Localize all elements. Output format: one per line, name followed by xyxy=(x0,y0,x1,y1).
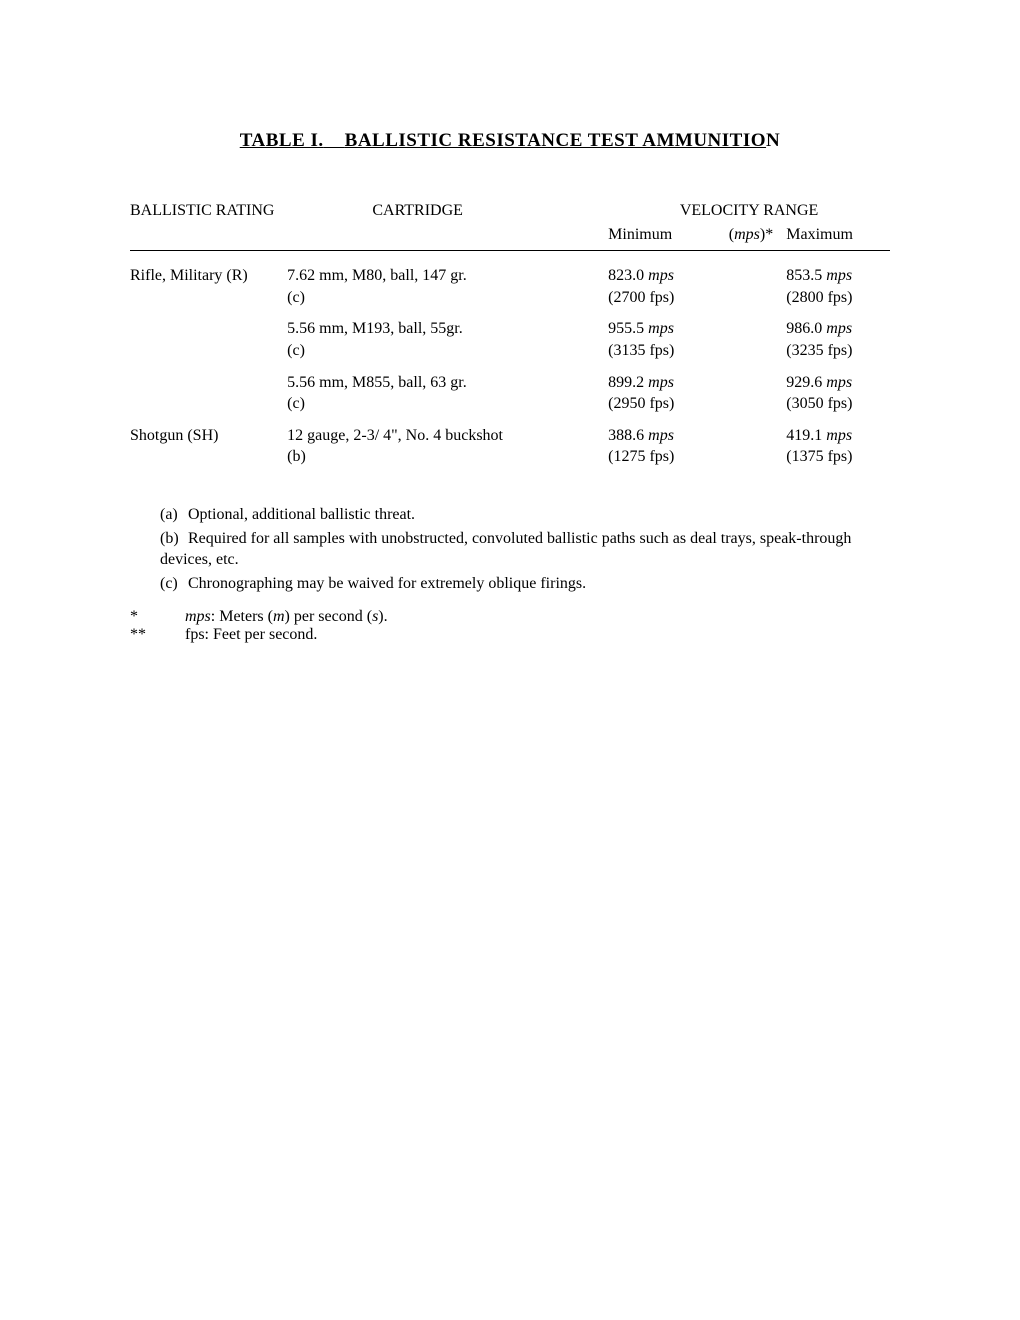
horizontal-rule xyxy=(130,250,890,251)
cell-rating: Shotgun (SH) xyxy=(130,425,287,447)
table-row: Shotgun (SH) 12 gauge, 2-3/ 4", No. 4 bu… xyxy=(130,425,890,447)
legend-text: mps: Meters (m) per second (s). xyxy=(185,608,388,626)
title-gap xyxy=(324,130,345,151)
cell-cartridge: 5.56 mm, M193, ball, 55gr. xyxy=(287,318,608,340)
cell-min: 955.5 mps xyxy=(608,318,716,340)
header-velocity: VELOCITY RANGE xyxy=(608,200,890,224)
title-trailing: N xyxy=(766,130,780,151)
cell-min-fps: (3135 fps) xyxy=(608,340,716,362)
cell-max-fps: (3235 fps) xyxy=(786,340,890,362)
cell-note: (c) xyxy=(287,393,608,415)
header-cartridge: CARTRIDGE xyxy=(287,200,608,224)
table-title: TABLE I. BALLISTIC RESISTANCE TEST AMMUN… xyxy=(130,130,890,152)
header-unit: (mps)* xyxy=(716,224,787,248)
cell-cartridge: 12 gauge, 2-3/ 4", No. 4 buckshot xyxy=(287,425,608,447)
cell-min-fps: (2700 fps) xyxy=(608,287,716,309)
table-row: (c) (2700 fps) (2800 fps) xyxy=(130,287,890,309)
cell-max-fps: (2800 fps) xyxy=(786,287,890,309)
table-row: (c) (3135 fps) (3235 fps) xyxy=(130,340,890,362)
cell-min: 823.0 mps xyxy=(608,265,716,287)
cell-max: 853.5 mps xyxy=(786,265,890,287)
rule-row xyxy=(130,247,890,265)
header-rating: BALLISTIC RATING xyxy=(130,200,287,224)
cell-note: (b) xyxy=(287,446,608,468)
header-max: Maximum xyxy=(786,224,890,248)
cell-min: 388.6 mps xyxy=(608,425,716,447)
footnote-c: (c)Chronographing may be waived for extr… xyxy=(130,573,890,595)
table-row: Rifle, Military (R) 7.62 mm, M80, ball, … xyxy=(130,265,890,287)
header-row-2: Minimum (mps)* Maximum xyxy=(130,224,890,248)
cell-max: 929.6 mps xyxy=(786,372,890,394)
cell-note: (c) xyxy=(287,340,608,362)
table-row: 5.56 mm, M855, ball, 63 gr. 899.2 mps 92… xyxy=(130,372,890,394)
legend-symbol: ** xyxy=(130,626,185,644)
cell-min-fps: (2950 fps) xyxy=(608,393,716,415)
cell-max-fps: (3050 fps) xyxy=(786,393,890,415)
cell-note: (c) xyxy=(287,287,608,309)
page: TABLE I. BALLISTIC RESISTANCE TEST AMMUN… xyxy=(0,0,1020,644)
cell-max-fps: (1375 fps) xyxy=(786,446,890,468)
cell-rating xyxy=(130,318,287,340)
legend-text: fps: Feet per second. xyxy=(185,626,317,644)
cell-rating: Rifle, Military (R) xyxy=(130,265,287,287)
cell-min-fps: (1275 fps) xyxy=(608,446,716,468)
table-row: (b) (1275 fps) (1375 fps) xyxy=(130,446,890,468)
legend-fps: ** fps: Feet per second. xyxy=(130,626,890,644)
legend: * mps: Meters (m) per second (s). ** fps… xyxy=(130,608,890,644)
cell-max: 419.1 mps xyxy=(786,425,890,447)
footnote-b: (b)Required for all samples with unobstr… xyxy=(130,528,890,571)
table-row: (c) (2950 fps) (3050 fps) xyxy=(130,393,890,415)
header-min: Minimum xyxy=(608,224,716,248)
footnote-a: (a)Optional, additional ballistic threat… xyxy=(130,504,890,526)
cell-cartridge: 5.56 mm, M855, ball, 63 gr. xyxy=(287,372,608,394)
cell-rating xyxy=(130,372,287,394)
title-main: BALLISTIC RESISTANCE TEST AMMUNITIO xyxy=(345,130,766,151)
legend-mps: * mps: Meters (m) per second (s). xyxy=(130,608,890,626)
cell-cartridge: 7.62 mm, M80, ball, 147 gr. xyxy=(287,265,608,287)
legend-symbol: * xyxy=(130,608,185,626)
cell-min: 899.2 mps xyxy=(608,372,716,394)
cell-max: 986.0 mps xyxy=(786,318,890,340)
header-row-1: BALLISTIC RATING CARTRIDGE VELOCITY RANG… xyxy=(130,200,890,224)
table-row: 5.56 mm, M193, ball, 55gr. 955.5 mps 986… xyxy=(130,318,890,340)
ammunition-table: BALLISTIC RATING CARTRIDGE VELOCITY RANG… xyxy=(130,200,890,468)
footnotes: (a)Optional, additional ballistic threat… xyxy=(130,504,890,594)
title-prefix: TABLE I. xyxy=(240,130,324,151)
